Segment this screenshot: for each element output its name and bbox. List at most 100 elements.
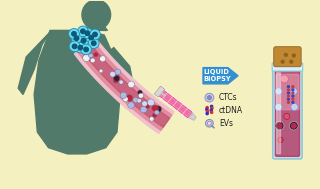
Circle shape bbox=[291, 103, 298, 111]
Circle shape bbox=[152, 113, 157, 118]
Polygon shape bbox=[18, 32, 50, 94]
Text: LIQUID
BIOPSY: LIQUID BIOPSY bbox=[203, 69, 230, 82]
Circle shape bbox=[292, 95, 294, 97]
FancyBboxPatch shape bbox=[274, 47, 301, 67]
Polygon shape bbox=[154, 86, 164, 97]
Circle shape bbox=[89, 35, 93, 40]
Circle shape bbox=[88, 53, 93, 58]
Polygon shape bbox=[85, 26, 108, 30]
Circle shape bbox=[126, 95, 133, 101]
Circle shape bbox=[75, 42, 86, 53]
Circle shape bbox=[155, 106, 162, 112]
Circle shape bbox=[142, 101, 148, 106]
Polygon shape bbox=[74, 38, 174, 133]
Circle shape bbox=[275, 88, 282, 95]
FancyBboxPatch shape bbox=[275, 70, 300, 156]
Circle shape bbox=[292, 92, 294, 94]
Polygon shape bbox=[77, 40, 172, 130]
Circle shape bbox=[71, 33, 82, 43]
Circle shape bbox=[90, 29, 100, 40]
Circle shape bbox=[133, 97, 139, 103]
Circle shape bbox=[140, 106, 147, 113]
Circle shape bbox=[206, 110, 209, 112]
Circle shape bbox=[278, 137, 283, 143]
Circle shape bbox=[292, 89, 294, 91]
Circle shape bbox=[206, 107, 208, 109]
Circle shape bbox=[119, 80, 123, 84]
Circle shape bbox=[207, 96, 211, 99]
Circle shape bbox=[287, 101, 289, 103]
Circle shape bbox=[90, 58, 95, 63]
Circle shape bbox=[287, 98, 289, 100]
Circle shape bbox=[110, 71, 116, 77]
Circle shape bbox=[93, 52, 98, 57]
Polygon shape bbox=[157, 88, 193, 119]
Polygon shape bbox=[106, 48, 134, 96]
Circle shape bbox=[123, 97, 128, 102]
Circle shape bbox=[120, 92, 127, 99]
Circle shape bbox=[290, 88, 297, 95]
Circle shape bbox=[277, 123, 282, 128]
FancyArrow shape bbox=[203, 68, 238, 84]
Circle shape bbox=[152, 105, 158, 112]
Circle shape bbox=[287, 86, 289, 88]
Circle shape bbox=[93, 32, 97, 37]
Circle shape bbox=[211, 111, 213, 113]
Circle shape bbox=[275, 121, 284, 130]
FancyBboxPatch shape bbox=[276, 73, 280, 154]
Circle shape bbox=[77, 26, 88, 37]
Polygon shape bbox=[188, 113, 196, 120]
Circle shape bbox=[290, 122, 298, 130]
Circle shape bbox=[85, 31, 90, 35]
Circle shape bbox=[100, 56, 106, 62]
Circle shape bbox=[284, 53, 287, 56]
FancyBboxPatch shape bbox=[276, 74, 299, 110]
Circle shape bbox=[206, 108, 208, 111]
Circle shape bbox=[275, 103, 282, 111]
Circle shape bbox=[86, 32, 97, 43]
Circle shape bbox=[82, 28, 93, 39]
Circle shape bbox=[68, 29, 79, 39]
Circle shape bbox=[74, 36, 79, 40]
Circle shape bbox=[148, 99, 155, 106]
Polygon shape bbox=[159, 91, 191, 117]
Circle shape bbox=[128, 102, 134, 108]
Circle shape bbox=[292, 98, 294, 100]
Circle shape bbox=[287, 89, 289, 91]
Circle shape bbox=[205, 93, 214, 102]
Circle shape bbox=[205, 119, 213, 127]
Polygon shape bbox=[81, 43, 170, 127]
Circle shape bbox=[138, 90, 142, 94]
Circle shape bbox=[81, 44, 92, 55]
Circle shape bbox=[72, 44, 77, 49]
Circle shape bbox=[81, 29, 85, 33]
Circle shape bbox=[83, 54, 90, 61]
Polygon shape bbox=[159, 91, 166, 97]
Ellipse shape bbox=[82, 0, 111, 30]
Circle shape bbox=[84, 47, 88, 52]
Circle shape bbox=[292, 101, 294, 103]
Circle shape bbox=[292, 86, 294, 88]
Text: CTCs: CTCs bbox=[219, 93, 237, 102]
Circle shape bbox=[99, 69, 103, 73]
Circle shape bbox=[128, 81, 134, 88]
Circle shape bbox=[69, 41, 80, 52]
Text: ctDNA: ctDNA bbox=[219, 106, 243, 115]
Circle shape bbox=[287, 95, 289, 97]
Circle shape bbox=[83, 55, 89, 60]
Circle shape bbox=[210, 109, 212, 111]
Circle shape bbox=[114, 75, 120, 81]
Circle shape bbox=[146, 105, 149, 108]
Circle shape bbox=[113, 78, 119, 83]
FancyBboxPatch shape bbox=[272, 63, 303, 71]
Circle shape bbox=[78, 35, 89, 46]
Circle shape bbox=[281, 60, 284, 63]
Circle shape bbox=[206, 112, 208, 115]
Circle shape bbox=[115, 69, 121, 75]
Circle shape bbox=[287, 92, 289, 94]
Circle shape bbox=[137, 98, 141, 103]
Circle shape bbox=[81, 39, 86, 43]
Circle shape bbox=[280, 75, 288, 83]
FancyBboxPatch shape bbox=[273, 67, 302, 159]
Circle shape bbox=[290, 60, 293, 63]
